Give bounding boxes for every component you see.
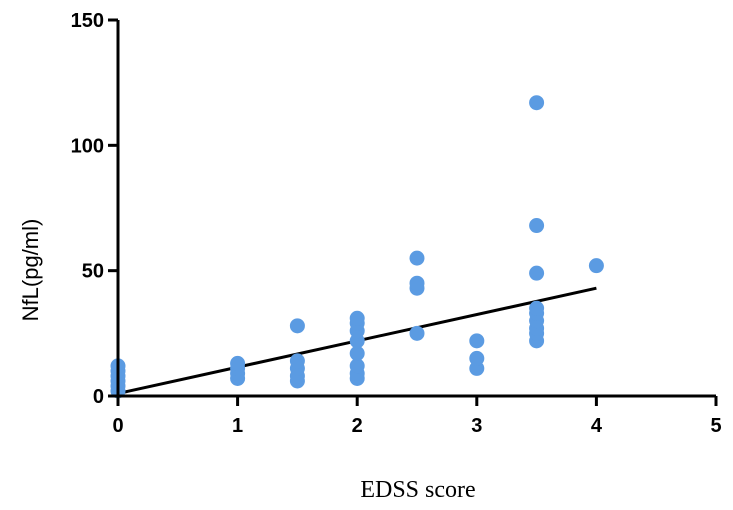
data-point — [529, 300, 545, 316]
data-point — [529, 95, 545, 111]
y-tick-label: 150 — [71, 10, 104, 32]
x-tick-label: 3 — [471, 415, 482, 437]
x-axis-label: EDSS score — [360, 477, 475, 503]
data-point — [409, 275, 425, 291]
y-tick-label: 100 — [71, 135, 104, 157]
points-layer — [110, 95, 604, 399]
x-tick-label: 4 — [591, 415, 603, 437]
data-point — [349, 345, 365, 361]
y-ticks: 0 50 100 150 — [71, 10, 118, 408]
data-point — [529, 265, 545, 281]
data-point — [469, 333, 485, 349]
data-point — [289, 353, 305, 369]
data-point — [230, 355, 246, 371]
x-tick-label: 5 — [710, 415, 721, 437]
data-point — [349, 358, 365, 374]
x-ticks: 0 1 2 3 4 5 — [112, 396, 722, 437]
data-point — [409, 325, 425, 341]
y-tick-label: 50 — [82, 261, 104, 283]
y-axis-label: NfL(pg/ml) — [18, 219, 43, 322]
data-point — [409, 250, 425, 266]
x-tick-label: 2 — [352, 415, 363, 437]
x-tick-label: 0 — [112, 415, 123, 437]
data-point — [588, 258, 604, 274]
y-tick-label: 0 — [93, 386, 104, 408]
data-point — [349, 310, 365, 326]
data-point — [289, 318, 305, 334]
data-point — [529, 218, 545, 234]
x-tick-label: 1 — [232, 415, 243, 437]
data-point — [469, 350, 485, 366]
